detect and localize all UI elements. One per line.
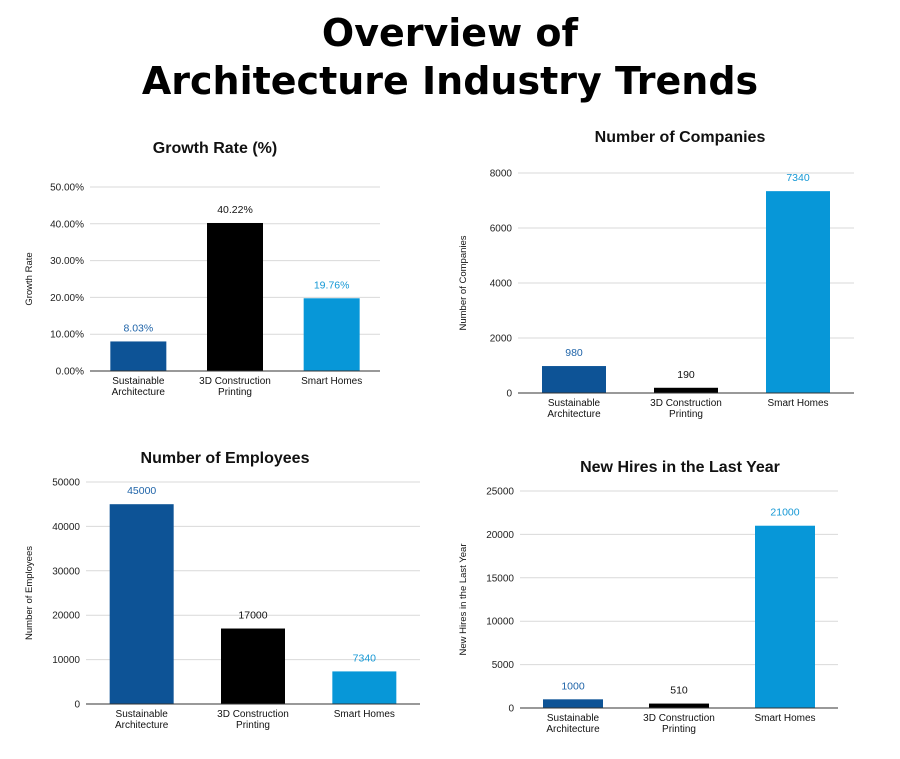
y-tick-label: 0 (74, 700, 80, 711)
y-tick-label: 0.00% (56, 367, 84, 378)
bar-1 (110, 341, 167, 371)
y-tick-label: 6000 (490, 224, 513, 235)
employees-chart: Number of Employees 0 10000 20000 30000 4000… (0, 440, 450, 759)
y-tick-label: 30000 (52, 566, 80, 577)
y-tick-label: 4000 (490, 279, 513, 290)
y-tick-label: 10000 (52, 655, 80, 666)
y-axis-label: Number of Companies (458, 235, 469, 330)
data-label: 190 (677, 369, 695, 381)
y-axis-label: Number of Employees (24, 546, 35, 640)
x-category-label: Printing (662, 724, 696, 735)
x-category-label: 3D Construction (199, 376, 271, 387)
y-tick-label: 10.00% (50, 330, 84, 341)
y-tick-label: 5000 (492, 660, 515, 671)
bar-3 (332, 671, 397, 704)
x-category-label: Architecture (547, 409, 601, 420)
data-label: 45000 (127, 485, 156, 497)
x-category-label: Sustainable (112, 376, 165, 387)
x-category-label: 3D Construction (643, 713, 715, 724)
x-category-label: Printing (236, 720, 270, 731)
bar-3 (303, 298, 360, 371)
y-axis-label: New Hires in the Last Year (458, 544, 469, 656)
x-category-label: Smart Homes (767, 398, 828, 409)
chart-title: Growth Rate (%) (152, 140, 278, 157)
data-label: 510 (670, 685, 688, 697)
growth-rate-chart: Growth Rate (%) 0.00% 10.00% 20.00% 30.00% 4… (0, 130, 450, 430)
chart-title: New Hires in the Last Year (580, 459, 780, 476)
new-hires-plot: 0 5000 10000 15000 20000 25000 1000 Sustainable… (458, 487, 838, 735)
bar-1 (543, 699, 603, 708)
data-label: 8.03% (123, 322, 153, 334)
x-category-label: 3D Construction (650, 398, 722, 409)
x-category-label: Printing (669, 409, 703, 420)
bar-2 (207, 222, 263, 371)
bar-1 (542, 366, 606, 393)
y-tick-label: 0 (508, 704, 514, 715)
growth-rate-plot: 0.00% 10.00% 20.00% 30.00% 40.00% 50.00% 8.03%… (24, 183, 380, 398)
x-category-label: Architecture (546, 724, 600, 735)
x-category-label: Smart Homes (301, 376, 362, 387)
x-category-label: 3D Construction (217, 709, 289, 720)
bar-3 (766, 191, 830, 393)
x-category-label: Sustainable (548, 398, 601, 409)
data-label: 40.22% (217, 204, 253, 216)
chart-title: Number of Employees (140, 450, 310, 467)
y-tick-label: 10000 (486, 617, 514, 628)
bar-1 (109, 504, 174, 704)
y-axis-label: Growth Rate (24, 252, 35, 305)
data-label: 7340 (353, 652, 377, 664)
bar-2 (649, 703, 709, 708)
y-tick-label: 40.00% (50, 219, 84, 230)
y-tick-label: 0 (506, 389, 512, 400)
chart-title: Number of Companies (594, 129, 766, 146)
y-tick-label: 25000 (486, 487, 514, 498)
x-category-label: Architecture (112, 387, 166, 398)
main-title-line-2: Architecture Industry Trends (141, 59, 759, 103)
companies-chart: Number of Companies 0 2000 4000 6000 8000 980… (450, 120, 900, 430)
data-label: 980 (565, 347, 583, 359)
data-label: 17000 (238, 610, 267, 622)
x-category-label: Smart Homes (334, 709, 395, 720)
data-label: 21000 (770, 507, 799, 519)
data-label: 7340 (786, 172, 810, 184)
y-tick-label: 20000 (486, 530, 514, 541)
x-category-label: Sustainable (116, 709, 169, 720)
y-tick-label: 20.00% (50, 293, 84, 304)
y-tick-label: 20000 (52, 611, 80, 622)
bar-2 (221, 628, 285, 704)
data-label: 1000 (561, 680, 585, 692)
y-tick-label: 15000 (486, 573, 514, 584)
data-label: 19.76% (314, 279, 350, 291)
x-category-label: Sustainable (547, 713, 600, 724)
bar-3 (755, 525, 815, 708)
x-category-label: Architecture (115, 720, 169, 731)
x-category-label: Smart Homes (754, 713, 815, 724)
y-tick-label: 2000 (490, 334, 513, 345)
x-category-label: Printing (218, 387, 252, 398)
y-tick-label: 50000 (52, 478, 80, 489)
new-hires-chart: New Hires in the Last Year 0 5000 10000 150… (450, 450, 900, 759)
y-tick-label: 50.00% (50, 183, 84, 194)
companies-plot: 0 2000 4000 6000 8000 980 SustainableArchitect… (458, 169, 854, 420)
main-title-line-1: Overview of (321, 11, 579, 55)
y-tick-label: 30.00% (50, 256, 84, 267)
y-tick-label: 8000 (490, 169, 513, 180)
employees-plot: 0 10000 20000 30000 40000 50000 45000 Sustainab… (24, 478, 420, 731)
y-tick-label: 40000 (52, 522, 80, 533)
bar-2 (654, 387, 718, 393)
